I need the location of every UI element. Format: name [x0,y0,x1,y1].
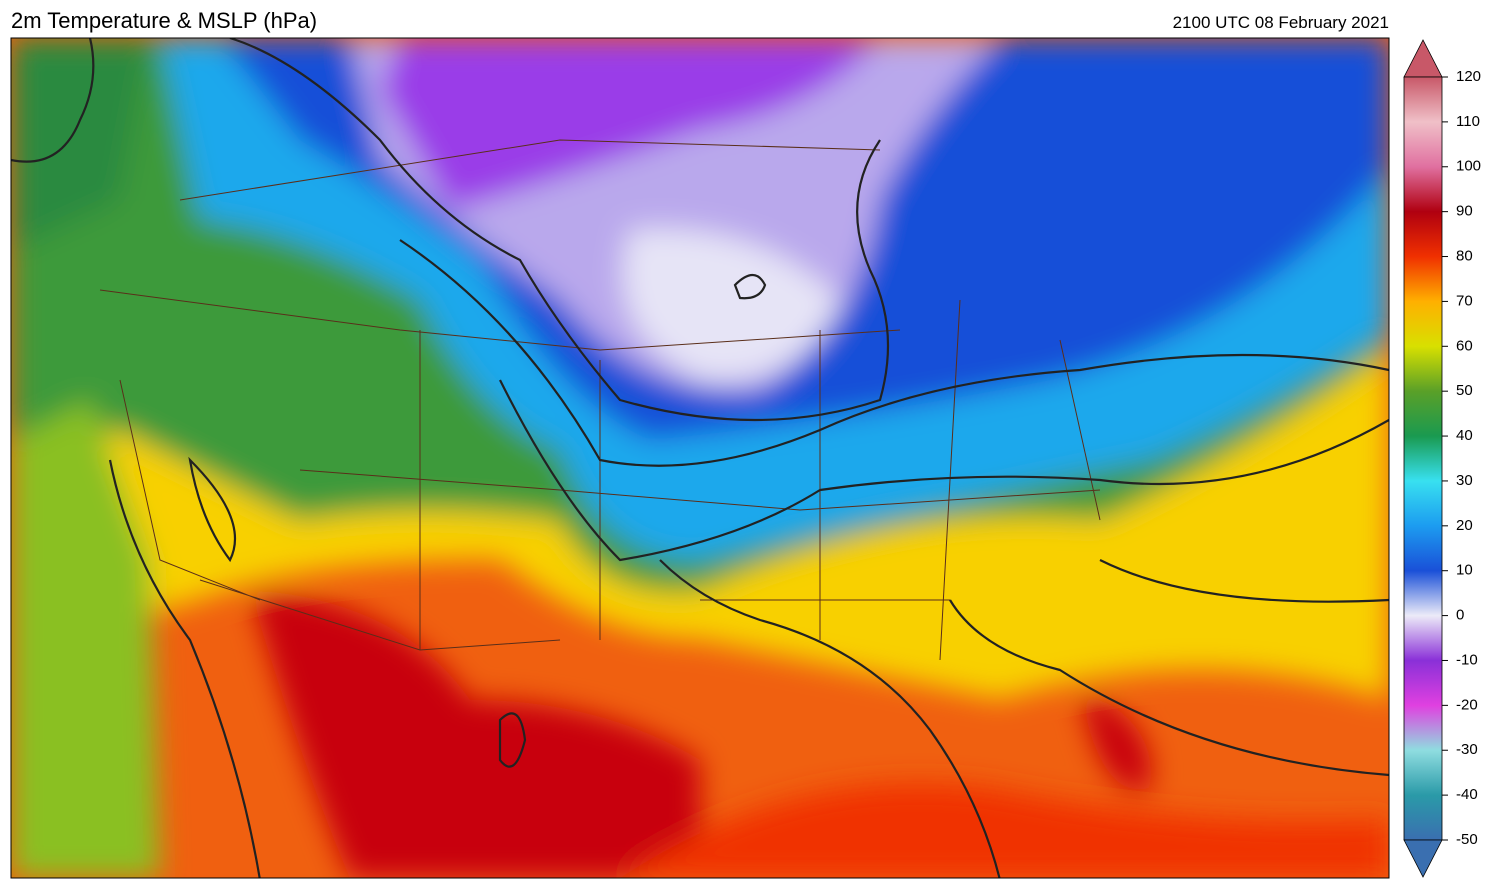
temperature-map [11,38,1389,878]
colorbar-tick-label: -40 [1456,786,1478,803]
colorbar-tick-label: 10 [1456,562,1473,579]
colorbar-tick-label: -10 [1456,651,1478,668]
colorbar-tick-label: 20 [1456,517,1473,534]
colorbar-top-extension [1403,39,1443,78]
map-title: 2m Temperature & MSLP (hPa) [11,8,317,33]
colorbar-tick-label: -50 [1456,831,1478,848]
colorbar-tick-label: 90 [1456,203,1473,220]
pressure-contours [11,38,1389,878]
colorbar-tick-label: 80 [1456,247,1473,264]
map-frame [10,37,1390,879]
colorbar-bottom-extension [1403,839,1443,878]
colorbar-tick-label: 30 [1456,472,1473,489]
colorbar-tick-label: 60 [1456,337,1473,354]
timestamp: 2100 UTC 08 February 2021 [1173,13,1389,32]
colorbar-tick-label: 0 [1456,607,1464,624]
colorbar-tick-label: 100 [1456,158,1481,175]
colorbar-tick-label: 50 [1456,382,1473,399]
colorbar-tick-label: 120 [1456,68,1481,85]
colorbar: -50 -40 -30 -20 -10 0 10 20 30 40 50 60 70 80 90 100 110… [1403,39,1481,878]
colorbar-tick-label: 110 [1456,113,1480,130]
colorbar-tick-label: -30 [1456,741,1478,758]
colorbar-tick-label: 40 [1456,427,1473,444]
colorbar-body [1403,76,1443,841]
colorbar-tick-label: 70 [1456,292,1473,309]
colorbar-tick-label: -20 [1456,696,1478,713]
borders [99,139,1101,661]
